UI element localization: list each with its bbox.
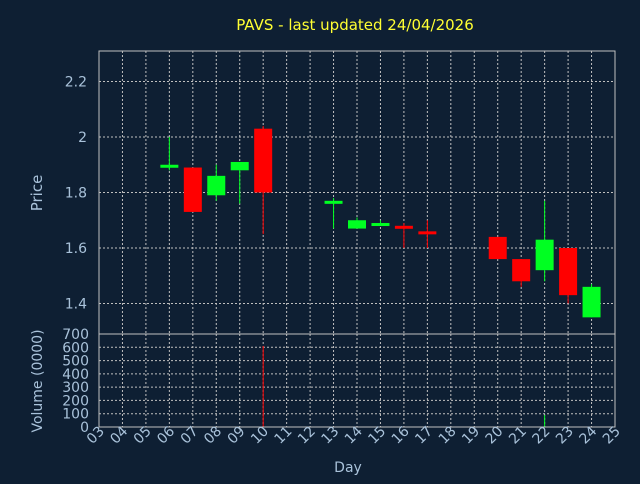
price-y-tick-label: 1.4 [65, 296, 87, 312]
volume-gridlines [99, 334, 615, 427]
price-y-ticks: 1.4 1.6 1.8 2 2.2 [65, 75, 87, 313]
candle-body [324, 200, 343, 204]
candle-body [160, 164, 179, 168]
candle-body [488, 236, 507, 260]
candle [394, 223, 413, 248]
candle-body [559, 247, 578, 296]
price-y-tick-label: 1.8 [65, 186, 87, 202]
candle [488, 236, 507, 260]
volume-y-tick-label: 100 [62, 407, 89, 423]
candle [254, 125, 273, 235]
volume-y-tick-label: 700 [62, 327, 89, 343]
candle-body [418, 231, 437, 235]
candle [559, 247, 578, 304]
volume-y-tick-label: 400 [62, 367, 89, 383]
x-axis-ticks: 03 04 05 06 07 08 09 10 11 12 13 14 15 16 17 18 19 20 21 22… [84, 423, 624, 447]
candle [582, 284, 601, 318]
candle [371, 220, 390, 227]
candle-body [254, 128, 273, 193]
candle-body [582, 286, 601, 318]
price-y-axis-label: Price [28, 175, 46, 212]
volume-y-tick-label: 200 [62, 393, 89, 409]
price-y-tick-label: 2 [78, 130, 87, 146]
price-gridlines [99, 51, 615, 334]
candle-body [371, 223, 390, 227]
candle-body [207, 175, 226, 196]
candle-body [230, 161, 249, 171]
candle [535, 200, 554, 282]
price-y-tick-label: 2.2 [65, 75, 87, 91]
volume-y-tick-label: 500 [62, 354, 89, 370]
volume-y-tick-label: 300 [62, 380, 89, 396]
candle [324, 198, 343, 229]
candle [418, 220, 437, 248]
price-y-tick-label: 1.6 [65, 241, 87, 257]
volume-y-axis-label: Volume (0000) [30, 329, 46, 432]
candle-body [394, 225, 413, 229]
chart-title: PAVS - last updated 24/04/2026 [236, 16, 474, 34]
candle-body [183, 167, 202, 212]
volume-y-tick-label: 0 [80, 420, 89, 436]
candle-body [348, 220, 366, 229]
candle [183, 167, 202, 212]
volume-plot-frame [98, 333, 616, 428]
candle [207, 164, 226, 201]
volume-bars [262, 345, 546, 427]
price-candles [160, 125, 601, 318]
candle [512, 259, 531, 287]
candle-body [512, 259, 531, 282]
candle [348, 217, 366, 229]
volume-y-tick-label: 600 [62, 340, 89, 356]
candle [230, 161, 249, 204]
candle [160, 137, 179, 171]
x-axis-label: Day [334, 460, 362, 476]
candle-body [535, 239, 554, 271]
